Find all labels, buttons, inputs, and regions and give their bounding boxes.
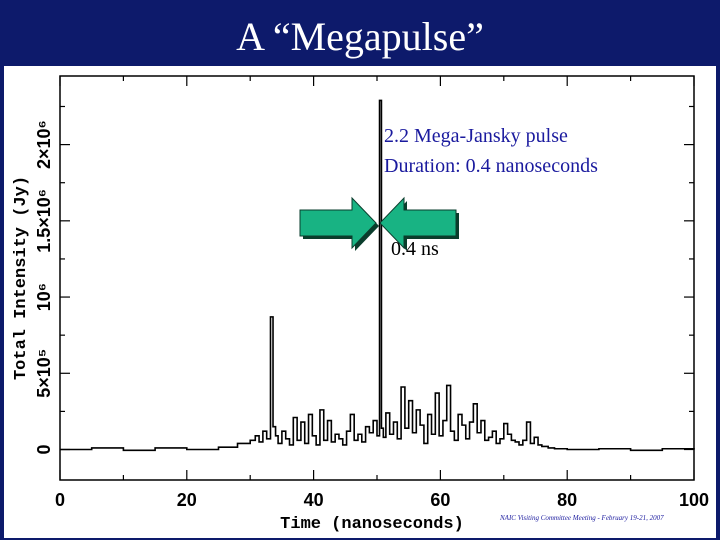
annotation-pulse-duration: Duration: 0.4 nanoseconds — [384, 155, 598, 177]
y-tick-label: 10⁶ — [34, 283, 54, 311]
y-axis-title: Total Intensity (Jy) — [12, 176, 31, 380]
megapulse-chart: 0 20 40 60 80 100 0 5×10⁵ 10⁶ 1.5×10⁶ 2×10⁶ Time … — [12, 75, 709, 534]
x-tick-label: 40 — [304, 490, 324, 510]
plot-panel: 0 20 40 60 80 100 0 5×10⁵ 10⁶ 1.5×10⁶ 2×10⁶ Time … — [4, 66, 716, 538]
tick-marks — [59, 76, 695, 480]
y-tick-label: 1.5×10⁶ — [34, 189, 54, 253]
right-arrow-icon — [379, 196, 459, 251]
x-tick-label: 20 — [177, 490, 197, 510]
x-tick-label: 0 — [55, 490, 65, 510]
y-tick-labels: 0 5×10⁵ 10⁶ 1.5×10⁶ 2×10⁶ — [34, 120, 54, 454]
x-tick-labels: 0 20 40 60 80 100 — [55, 490, 709, 510]
left-arrow-icon — [299, 196, 379, 251]
intensity-series-line — [60, 99, 695, 452]
x-tick-label: 100 — [679, 490, 709, 510]
x-tick-label: 80 — [557, 490, 577, 510]
slide-title: A “Megapulse” — [236, 14, 484, 59]
y-tick-label: 2×10⁶ — [34, 120, 54, 169]
x-axis-title: Time (nanoseconds) — [280, 515, 464, 534]
annotation-width: 0.4 ns — [391, 238, 439, 260]
y-tick-label: 5×10⁵ — [34, 349, 54, 398]
annotation-pulse-intensity: 2.2 Mega-Jansky pulse — [384, 125, 568, 147]
footer-text: NAIC Visiting Committee Meeting - Februa… — [499, 514, 664, 522]
x-tick-label: 60 — [430, 490, 450, 510]
plot-frame — [59, 75, 695, 481]
y-tick-label: 0 — [34, 445, 54, 455]
